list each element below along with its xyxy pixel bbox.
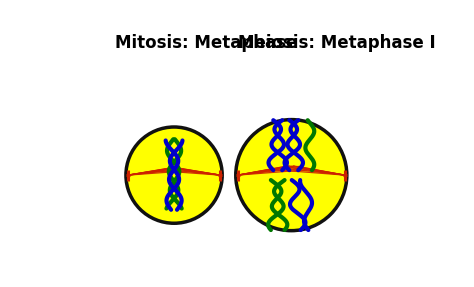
Circle shape — [236, 120, 347, 231]
Text: Meiosis: Metaphase I: Meiosis: Metaphase I — [238, 34, 436, 53]
Circle shape — [126, 127, 222, 223]
Text: Mitosis: Metaphase: Mitosis: Metaphase — [115, 34, 297, 53]
